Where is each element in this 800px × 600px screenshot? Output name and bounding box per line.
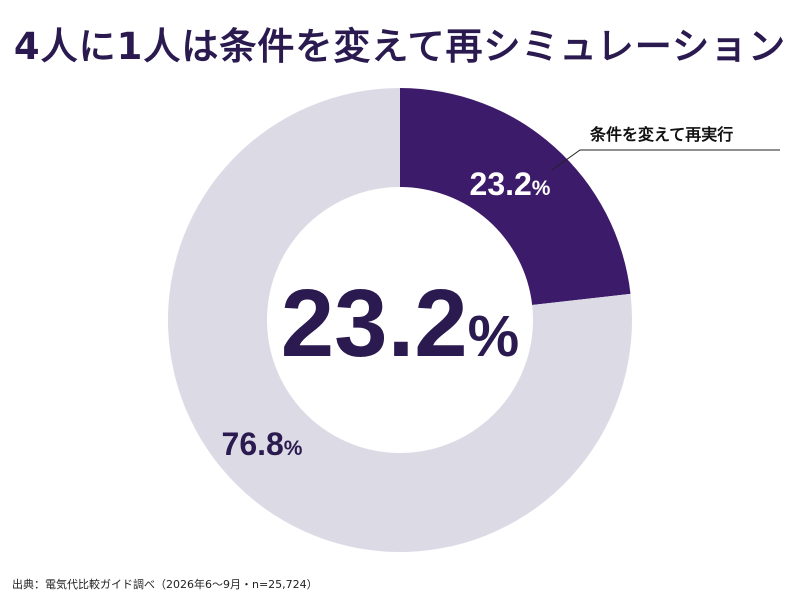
source-note: 出典：電気代比較ガイド調べ（2026年6〜9月・n=25,724） <box>12 578 318 591</box>
donut-slice-1 <box>400 88 631 305</box>
callout-leader-line <box>551 149 780 171</box>
slice-value-label-1: 23.2% <box>470 166 551 202</box>
slice-value-label-2: 76.8% <box>222 426 303 462</box>
chart-title: 4人に1人は条件を変えて再シミュレーション <box>13 25 787 68</box>
center-value-label: 23.2% <box>281 270 519 377</box>
slice-category-label-1: 条件を変えて再実行 <box>589 125 733 144</box>
donut-slice-2 <box>167 88 632 552</box>
